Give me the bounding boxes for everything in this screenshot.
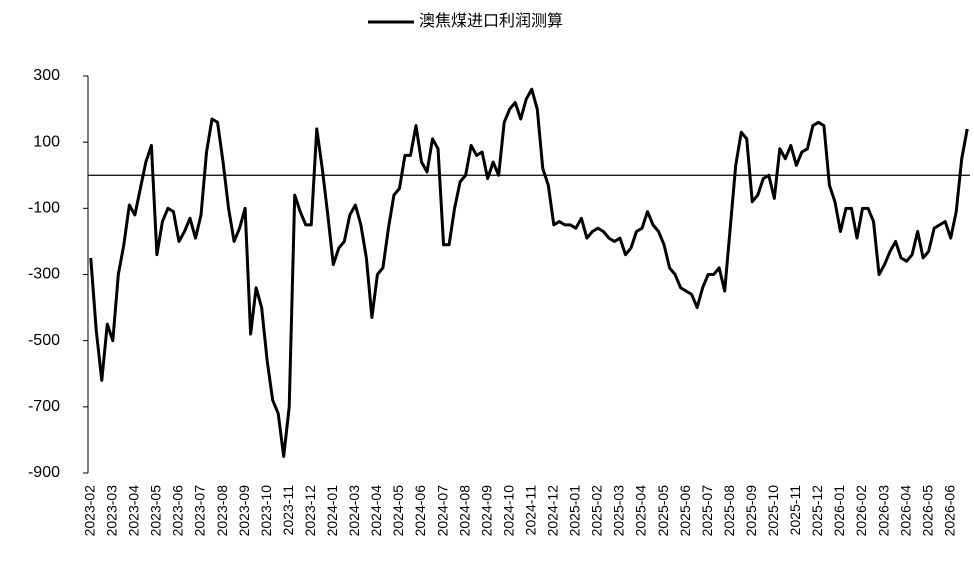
x-tick-label: 2024-11 xyxy=(522,485,538,536)
x-tick-label: 2025-04 xyxy=(633,485,649,537)
x-tick-label: 2026-01 xyxy=(831,485,847,537)
x-tick-label: 2025-12 xyxy=(809,485,825,537)
x-tick-label: 2026-02 xyxy=(853,485,869,537)
x-tick-label: 2025-06 xyxy=(677,485,693,537)
legend: 澳焦煤进口利润测算 xyxy=(368,11,563,30)
x-tick-label: 2024-10 xyxy=(500,485,516,537)
x-tick-label: 2024-03 xyxy=(346,485,362,537)
x-tick-label: 2024-07 xyxy=(434,485,450,537)
legend-label: 澳焦煤进口利润测算 xyxy=(419,11,563,30)
x-tick-label: 2023-03 xyxy=(104,485,120,537)
x-tick-label: 2026-03 xyxy=(875,485,891,537)
y-tick-label: -900 xyxy=(28,464,60,481)
y-tick-label: 300 xyxy=(33,67,60,84)
x-tick-label: 2025-09 xyxy=(743,485,759,537)
x-tick-label: 2024-01 xyxy=(324,485,340,537)
x-tick-label: 2023-09 xyxy=(236,485,252,537)
y-tick-label: 100 xyxy=(33,133,60,150)
x-tick-label: 2023-06 xyxy=(170,485,186,537)
x-tick-label: 2023-11 xyxy=(280,485,296,536)
x-tick-label: 2026-04 xyxy=(897,485,913,537)
x-tick-label: 2025-11 xyxy=(787,485,803,536)
x-tick-label: 2023-05 xyxy=(148,485,164,537)
y-tick-label: -700 xyxy=(28,398,60,415)
x-tick-label: 2025-07 xyxy=(699,485,715,537)
x-tick-label: 2024-12 xyxy=(545,485,561,537)
x-tick-label: 2024-09 xyxy=(478,485,494,537)
x-tick-label: 2023-07 xyxy=(192,485,208,537)
x-tick-label: 2023-02 xyxy=(81,485,97,537)
x-tick-label: 2025-08 xyxy=(721,485,737,537)
x-tick-label: 2023-08 xyxy=(214,485,230,537)
x-tick-label: 2026-05 xyxy=(919,485,935,537)
y-tick-label: -300 xyxy=(28,266,60,283)
x-tick-label: 2025-03 xyxy=(611,485,627,537)
y-tick-label: -100 xyxy=(28,200,60,217)
x-tick-label: 2023-12 xyxy=(302,485,318,537)
x-tick-label: 2025-05 xyxy=(655,485,671,537)
x-tick-label: 2024-04 xyxy=(368,485,384,537)
line-series xyxy=(89,87,969,458)
x-tick-label: 2026-06 xyxy=(941,485,957,537)
x-tick-label: 2024-05 xyxy=(390,485,406,537)
y-tick-label: -500 xyxy=(28,332,60,349)
x-tick-label: 2025-02 xyxy=(589,485,605,537)
x-tick-label: 2024-08 xyxy=(456,485,472,537)
x-tick-label: 2025-10 xyxy=(765,485,781,537)
x-tick-label: 2024-06 xyxy=(412,485,428,537)
x-tick-label: 2023-04 xyxy=(126,485,142,537)
x-tick-label: 2023-10 xyxy=(258,485,274,537)
x-tick-label: 2025-01 xyxy=(567,485,583,537)
